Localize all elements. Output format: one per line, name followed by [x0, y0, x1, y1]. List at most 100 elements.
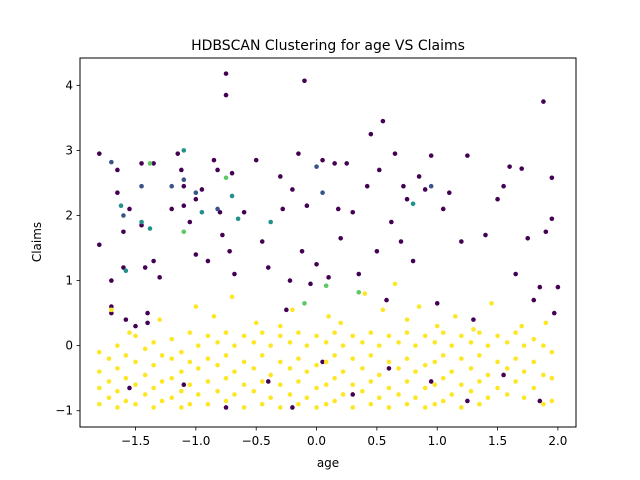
- scatter-point: [193, 190, 199, 196]
- scatter-point: [384, 297, 389, 303]
- scatter-point: [428, 183, 434, 189]
- scatter-point: [432, 401, 438, 407]
- scatter-point: [147, 161, 153, 166]
- scatter-point: [386, 385, 392, 391]
- scatter-point: [106, 379, 112, 384]
- scatter-point: [323, 340, 329, 345]
- scatter-point: [485, 395, 491, 401]
- scatter-point: [123, 398, 129, 404]
- scatter-point: [314, 333, 319, 339]
- scatter-point: [227, 248, 232, 254]
- scatter-point: [195, 366, 201, 371]
- y-tick-label: 1: [65, 274, 73, 288]
- scatter-point: [205, 401, 211, 407]
- scatter-point: [97, 151, 102, 156]
- scatter-point: [179, 405, 184, 410]
- scatter-point: [115, 388, 120, 394]
- scatter-point: [465, 153, 470, 158]
- scatter-point: [299, 248, 305, 254]
- scatter-point: [278, 382, 283, 388]
- scatter-point: [392, 151, 398, 156]
- scatter-point: [159, 379, 165, 384]
- scatter-point: [314, 164, 319, 169]
- scatter-point: [232, 271, 237, 277]
- scatter-point: [241, 209, 247, 215]
- scatter-point: [159, 398, 165, 404]
- scatter-point: [404, 330, 410, 335]
- scatter-point: [350, 392, 356, 397]
- scatter-point: [235, 216, 241, 222]
- scatter-point: [115, 167, 120, 173]
- scatter-point: [477, 379, 482, 384]
- x-tick-label: 0.0: [307, 434, 326, 448]
- scatter-point: [519, 166, 524, 171]
- scatter-point: [241, 382, 247, 388]
- scatter-point: [97, 242, 102, 248]
- scatter-point: [181, 203, 187, 209]
- scatter-point: [541, 372, 546, 378]
- y-axis-ticks: −1 0 1 2 3 4: [55, 78, 80, 418]
- scatter-point: [465, 398, 470, 404]
- scatter-point: [537, 398, 543, 404]
- scatter-point: [145, 320, 150, 326]
- scatter-point: [449, 392, 455, 397]
- scatter-point: [440, 398, 446, 404]
- scatter-point: [109, 159, 114, 165]
- y-tick-label: 2: [65, 208, 73, 222]
- scatter-point: [410, 201, 416, 207]
- scatter-point: [217, 209, 223, 215]
- scatter-point: [504, 366, 510, 371]
- scatter-point: [521, 369, 527, 374]
- scatter-point: [109, 278, 114, 283]
- scatter-point: [368, 353, 374, 358]
- scatter-point: [151, 161, 156, 166]
- scatter-point: [396, 366, 401, 371]
- scatter-point: [139, 183, 144, 189]
- scatter-point: [340, 369, 346, 374]
- scatter-point: [169, 375, 175, 381]
- scatter-point: [123, 317, 129, 322]
- scatter-point: [332, 353, 337, 358]
- scatter-point: [127, 385, 132, 391]
- scatter-point: [507, 164, 512, 169]
- scatter-point: [449, 369, 455, 374]
- scatter-point: [232, 369, 237, 374]
- scatter-point: [187, 330, 193, 335]
- x-tick-label: −1.0: [181, 434, 210, 448]
- scatter-point: [501, 183, 506, 189]
- scatter-point: [404, 196, 410, 202]
- scatter-point: [159, 353, 165, 358]
- scatter-point: [181, 229, 187, 235]
- scatter-point: [389, 219, 394, 225]
- scatter-point: [268, 395, 273, 401]
- scatter-point: [199, 209, 205, 215]
- scatter-point: [335, 206, 341, 212]
- scatter-point: [376, 372, 382, 378]
- x-tick-label: 1.0: [428, 434, 447, 448]
- scatter-point: [549, 349, 555, 355]
- scatter-point: [259, 353, 265, 358]
- scatter-point: [133, 382, 138, 388]
- scatter-point: [386, 359, 392, 365]
- scatter-point: [223, 398, 229, 404]
- scatter-point: [416, 174, 422, 179]
- scatter-point: [360, 366, 365, 371]
- scatter-point: [290, 405, 295, 410]
- scatter-point: [323, 401, 329, 407]
- scatter-point: [413, 369, 418, 374]
- scatter-point: [332, 375, 337, 381]
- x-tick-label: −0.5: [242, 434, 271, 448]
- scatter-point: [471, 317, 476, 322]
- y-tick-label: 4: [65, 78, 73, 92]
- scatter-point: [513, 356, 518, 361]
- scatter-point: [296, 379, 301, 384]
- scatter-point: [199, 187, 205, 192]
- scatter-point: [543, 229, 549, 235]
- scatter-point: [151, 362, 156, 368]
- scatter-point: [287, 340, 293, 345]
- scatter-point: [121, 265, 126, 270]
- scatter-point: [215, 362, 220, 368]
- scatter-point: [175, 151, 181, 156]
- scatter-point: [127, 330, 132, 335]
